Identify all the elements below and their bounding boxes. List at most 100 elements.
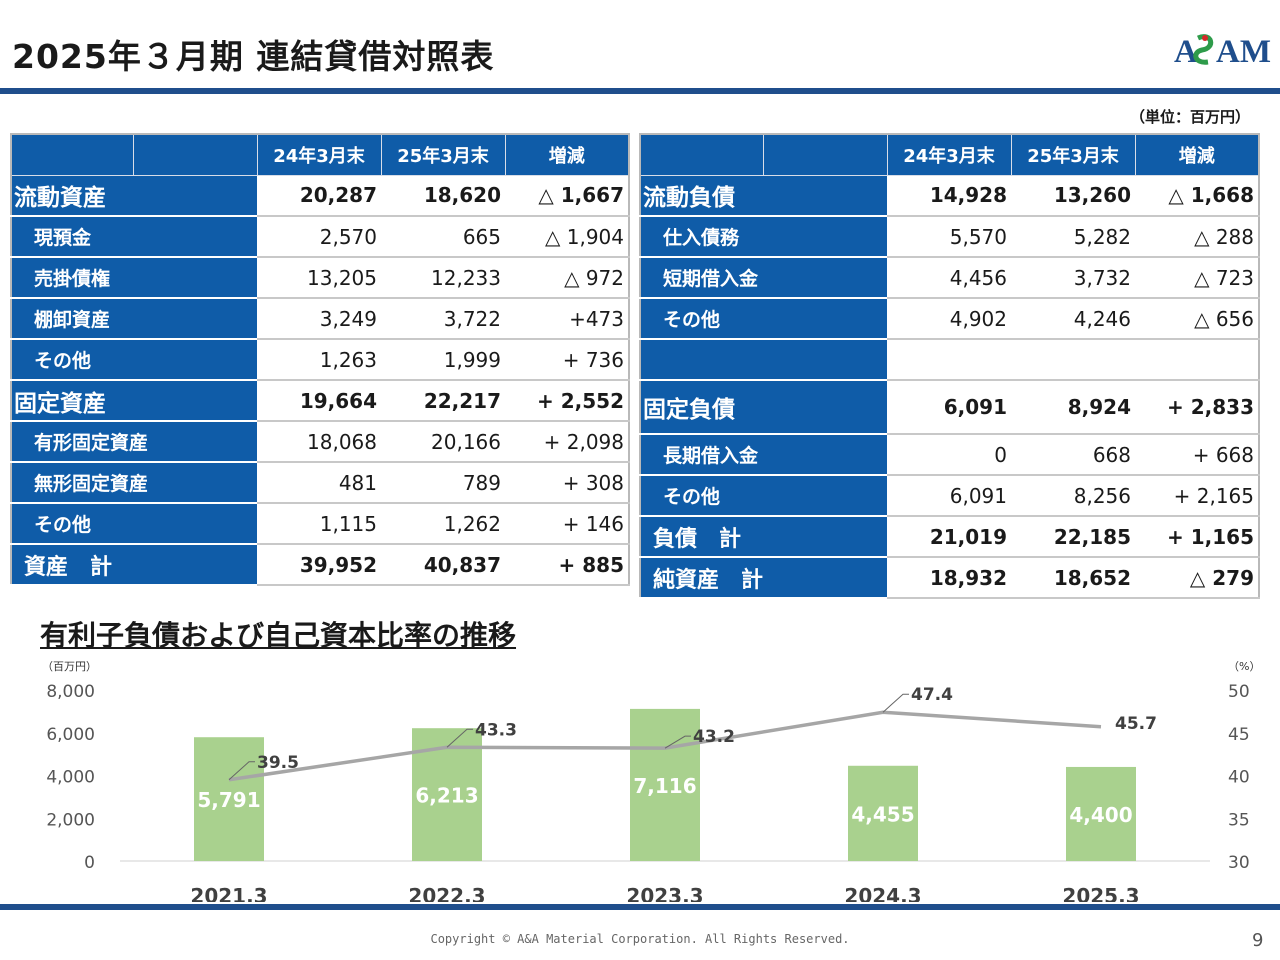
value-curr: 8,256 <box>1011 475 1135 517</box>
table-row: 長期借入金 0 668 + 668 <box>640 434 1259 476</box>
value-curr: 665 <box>381 216 505 258</box>
value-diff: △ 723 <box>1135 257 1259 299</box>
debt-equity-chart: （百万円） （%） 0 2,000 4,000 6,000 8,000 30 35 40 45 50 5… <box>42 660 1260 902</box>
value-diff: + 2,833 <box>1135 380 1259 435</box>
value-curr: 18,652 <box>1011 557 1135 599</box>
value-prev: 18,068 <box>257 421 381 463</box>
value-diff: △ 1,667 <box>505 175 629 217</box>
value-diff: + 2,098 <box>505 421 629 463</box>
table-row: その他 1,263 1,999 + 736 <box>11 339 629 381</box>
value-prev: 0 <box>887 434 1011 476</box>
row-label: 仕入債務 <box>640 216 887 258</box>
copyright-text: Copyright © A&A Material Corporation. Al… <box>430 932 850 946</box>
value-curr: 5,282 <box>1011 216 1135 258</box>
leader-line <box>882 693 909 713</box>
table-row: 負債 計 21,019 22,185 + 1,165 <box>640 516 1259 558</box>
bar <box>630 708 700 861</box>
assets-header-row: 24年3月末 25年3月末 増減 <box>11 134 630 176</box>
table-row: 流動資産 20,287 18,620 △ 1,667 <box>11 175 629 217</box>
y-right-tick-label: 40 <box>1228 768 1250 788</box>
liabilities-header-row: 24年3月末 25年3月末 増減 <box>640 134 1260 176</box>
row-label: その他 <box>640 298 887 340</box>
y-right-tick-label: 30 <box>1228 853 1250 873</box>
y-left-unit: （百万円） <box>42 660 97 673</box>
value-prev: 6,091 <box>887 380 1011 435</box>
value-curr: 20,166 <box>381 421 505 463</box>
value-prev: 14,928 <box>887 175 1011 217</box>
table-row: その他 4,902 4,246 △ 656 <box>640 298 1259 340</box>
line-value-label: 43.3 <box>475 720 517 740</box>
value-curr: 18,620 <box>381 175 505 217</box>
line-value-label: 47.4 <box>911 685 953 705</box>
value-prev: 4,902 <box>887 298 1011 340</box>
value-curr: 22,217 <box>381 380 505 422</box>
value-curr: 668 <box>1011 434 1135 476</box>
company-logo: A AM <box>1174 34 1271 70</box>
y-left-tick-label: 8,000 <box>46 682 95 702</box>
value-curr: 4,246 <box>1011 298 1135 340</box>
value-diff: + 885 <box>505 544 629 586</box>
row-label: 短期借入金 <box>640 257 887 299</box>
row-label: 固定負債 <box>640 380 887 435</box>
value-curr: 13,260 <box>1011 175 1135 217</box>
header-blank-2 <box>763 134 888 176</box>
row-label: 売掛債権 <box>11 257 257 299</box>
value-curr: 40,837 <box>381 544 505 586</box>
value-prev: 19,664 <box>257 380 381 422</box>
y-right-unit: （%） <box>1228 660 1260 673</box>
value-prev: 5,570 <box>887 216 1011 258</box>
value-prev: 20,287 <box>257 175 381 217</box>
assets-table: 24年3月末 25年3月末 増減 流動資産 20,287 18,620 △ 1,667… <box>10 133 630 586</box>
value-curr: 8,924 <box>1011 380 1135 435</box>
x-tick-label: 2021.3 <box>190 884 267 902</box>
value-curr: 3,722 <box>381 298 505 340</box>
row-label: 棚卸資産 <box>11 298 257 340</box>
value-diff: △ 1,904 <box>505 216 629 258</box>
value-diff: + 736 <box>505 339 629 381</box>
y-left-tick-label: 0 <box>84 853 95 873</box>
header-col-diff: 増減 <box>1135 134 1260 176</box>
row-label <box>640 339 887 381</box>
value-diff: + 668 <box>1135 434 1259 476</box>
value-diff: △ 972 <box>505 257 629 299</box>
header-col-curr: 25年3月末 <box>381 134 506 176</box>
x-tick-label: 2022.3 <box>408 884 485 902</box>
row-label: 長期借入金 <box>640 434 887 476</box>
table-row: その他 6,091 8,256 + 2,165 <box>640 475 1259 517</box>
svg-text:AM: AM <box>1216 34 1271 70</box>
value-diff: △ 288 <box>1135 216 1259 258</box>
header-col-curr: 25年3月末 <box>1011 134 1136 176</box>
row-label: その他 <box>11 503 257 545</box>
table-row: 固定負債 6,091 8,924 + 2,833 <box>640 380 1259 435</box>
value-curr: 789 <box>381 462 505 504</box>
x-tick-label: 2024.3 <box>844 884 921 902</box>
row-label: 有形固定資産 <box>11 421 257 463</box>
y-right-tick-label: 45 <box>1228 725 1250 745</box>
page-number: 9 <box>1252 930 1264 951</box>
y-right-tick-label: 35 <box>1228 810 1250 830</box>
table-row: 現預金 2,570 665 △ 1,904 <box>11 216 629 258</box>
line-value-label: 43.2 <box>693 727 735 747</box>
row-label: 固定資産 <box>11 380 257 422</box>
table-row: 固定資産 19,664 22,217 + 2,552 <box>11 380 629 422</box>
bar-value-label: 7,116 <box>633 774 696 798</box>
value-prev: 4,456 <box>887 257 1011 299</box>
table-row: 資産 計 39,952 40,837 + 885 <box>11 544 629 586</box>
bar <box>194 737 264 861</box>
value-diff: +473 <box>505 298 629 340</box>
line-value-label: 39.5 <box>257 753 299 773</box>
page-title: 2025年３月期 連結貸借対照表 <box>12 37 495 76</box>
value-prev: 18,932 <box>887 557 1011 599</box>
value-diff: △ 1,668 <box>1135 175 1259 217</box>
value-curr: 3,732 <box>1011 257 1135 299</box>
header-col-prev: 24年3月末 <box>887 134 1012 176</box>
row-label: 現預金 <box>11 216 257 258</box>
value-curr: 12,233 <box>381 257 505 299</box>
y-right-tick-label: 50 <box>1228 682 1250 702</box>
y-left-tick-label: 4,000 <box>46 768 95 788</box>
header-blank-2 <box>133 134 258 176</box>
header-blank-1 <box>11 134 134 176</box>
value-prev: 6,091 <box>887 475 1011 517</box>
table-row: 純資産 計 18,932 18,652 △ 279 <box>640 557 1259 599</box>
y-left-tick-label: 6,000 <box>46 725 95 745</box>
